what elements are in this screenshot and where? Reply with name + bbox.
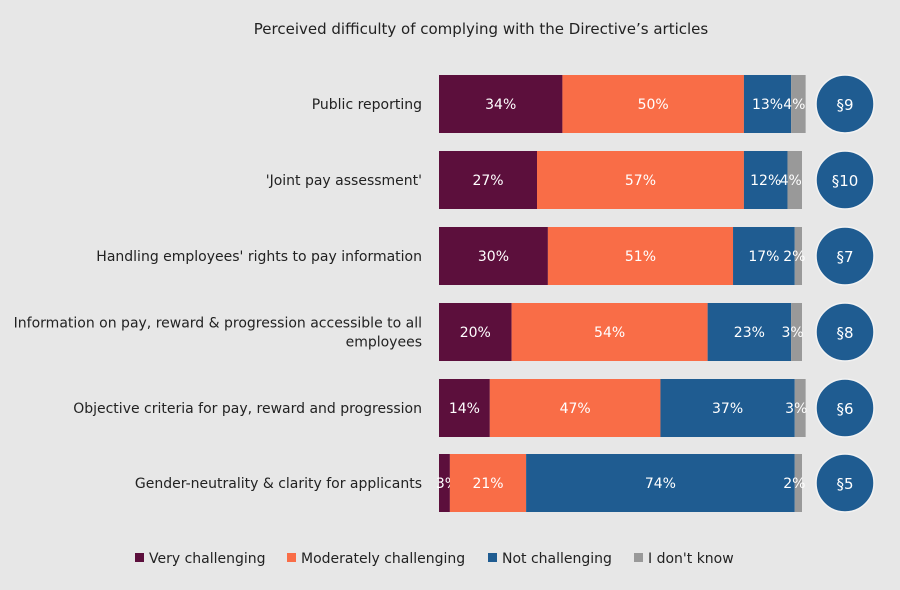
article-badge-label: §8 (836, 324, 853, 342)
chart-title: Perceived difficulty of complying with t… (254, 20, 709, 38)
legend-label: Very challenging (149, 551, 266, 567)
data-label: 50% (638, 97, 669, 113)
data-label: 2% (783, 249, 805, 265)
bar-segment-moderately-challenging (537, 151, 744, 209)
legend-item: Very challenging (135, 551, 266, 567)
bar-row: Handling employees' rights to pay inform… (96, 226, 875, 286)
legend: Very challenging Moderately challenging No… (135, 551, 734, 567)
bar-segment-moderately-challenging (511, 303, 708, 361)
bar-segment-moderately-challenging (489, 379, 661, 437)
bar-segment-not-challenging (733, 227, 795, 285)
data-label: 4% (783, 97, 805, 113)
bar-row: Information on pay, reward & progression… (14, 302, 875, 362)
bar-segment-not-challenging (660, 379, 795, 437)
article-badge-label: §5 (836, 475, 853, 493)
legend-swatch (634, 553, 643, 562)
bar-row: Public reporting 34% 50% 13% 4% §9 (312, 74, 875, 134)
data-label: 47% (560, 401, 591, 417)
data-label: 30% (478, 249, 509, 265)
data-label: 54% (594, 325, 625, 341)
bar-segment-very-challenging (439, 379, 490, 437)
legend-item: Moderately challenging (287, 551, 465, 567)
category-label: Gender-neutrality & clarity for applican… (135, 476, 422, 492)
bar-segment-very-challenging (439, 75, 563, 133)
data-label: 13% (752, 97, 783, 113)
bar-row: Objective criteria for pay, reward and p… (73, 378, 875, 438)
category-label: 'Joint pay assessment' (266, 173, 422, 189)
article-badge (815, 226, 875, 286)
data-label: 74% (645, 476, 676, 492)
bar-segment-not-challenging (526, 454, 795, 512)
legend-item: Not challenging (488, 551, 612, 567)
article-badge (815, 74, 875, 134)
bar-segment-very-challenging (439, 151, 538, 209)
data-label: 3% (781, 325, 803, 341)
category-label: Public reporting (312, 97, 422, 113)
article-badge (815, 453, 875, 513)
legend-item: I don't know (634, 551, 734, 567)
category-label: Objective criteria for pay, reward and p… (73, 401, 422, 417)
bar-segment-moderately-challenging (547, 227, 734, 285)
bar-segment-very-challenging (439, 303, 512, 361)
data-label: 20% (460, 325, 491, 341)
bar-segment-very-challenging (439, 454, 450, 512)
category-label: Handling employees' rights to pay inform… (96, 249, 422, 265)
bar-segment-i-don-t-know (791, 75, 806, 133)
legend-label: Moderately challenging (301, 551, 465, 567)
data-label: 23% (734, 325, 765, 341)
data-label: 14% (449, 401, 480, 417)
data-label: 27% (472, 173, 503, 189)
data-label: 34% (485, 97, 516, 113)
bar-segment-i-don-t-know (791, 303, 802, 361)
bar-segment-i-don-t-know (794, 227, 802, 285)
data-label: 2% (783, 476, 805, 492)
legend-swatch (135, 553, 144, 562)
article-badge-label: §9 (836, 96, 853, 114)
bar-row: Gender-neutrality & clarity for applican… (135, 453, 875, 513)
article-badge (815, 150, 875, 210)
bar-segment-moderately-challenging (562, 75, 744, 133)
data-label: 51% (625, 249, 656, 265)
legend-swatch (287, 553, 296, 562)
article-badge-label: §10 (832, 172, 859, 190)
legend-swatch (488, 553, 497, 562)
category-label: Information on pay, reward & progression… (14, 316, 422, 351)
bar-segment-i-don-t-know (794, 454, 802, 512)
data-label: 12% (750, 173, 781, 189)
legend-label: I don't know (648, 551, 734, 567)
data-label: 3% (785, 401, 807, 417)
bar-segment-moderately-challenging (449, 454, 527, 512)
article-badge (815, 378, 875, 438)
legend-label: Not challenging (502, 551, 612, 567)
bar-segment-very-challenging (439, 227, 548, 285)
bar-segment-not-challenging (743, 151, 788, 209)
bar-segment-not-challenging (743, 75, 792, 133)
bar-row: 'Joint pay assessment' 27% 57% 12%4% §10 (266, 150, 875, 210)
data-label: 37% (712, 401, 743, 417)
data-label: 4% (780, 173, 802, 189)
bar-segment-i-don-t-know (794, 379, 806, 437)
article-badge-label: §7 (836, 248, 853, 266)
bar-segment-i-don-t-know (787, 151, 802, 209)
data-label: 57% (625, 173, 656, 189)
data-label: 21% (472, 476, 503, 492)
article-badge (815, 302, 875, 362)
article-badge-label: §6 (836, 400, 853, 418)
bar-segment-not-challenging (707, 303, 792, 361)
data-label: 17% (748, 249, 779, 265)
